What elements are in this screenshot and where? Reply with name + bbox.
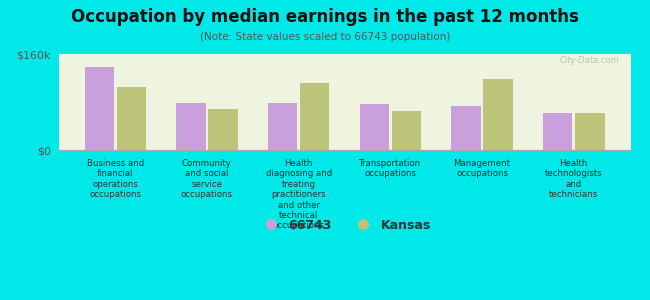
Bar [543,113,573,150]
Legend: 66743, Kansas: 66743, Kansas [252,212,437,238]
Text: (Note: State values scaled to 66743 population): (Note: State values scaled to 66743 popu… [200,32,450,41]
Bar [176,103,205,150]
Text: City-Data.com: City-Data.com [559,56,619,65]
Bar [116,87,146,150]
Bar [451,106,481,150]
Bar [300,83,330,150]
Bar [392,111,421,150]
Bar [268,103,297,150]
Bar [84,67,114,150]
Bar [359,104,389,150]
Text: Occupation by median earnings in the past 12 months: Occupation by median earnings in the pas… [71,8,579,26]
Bar [484,79,513,150]
Bar [575,113,604,150]
Bar [208,109,238,150]
